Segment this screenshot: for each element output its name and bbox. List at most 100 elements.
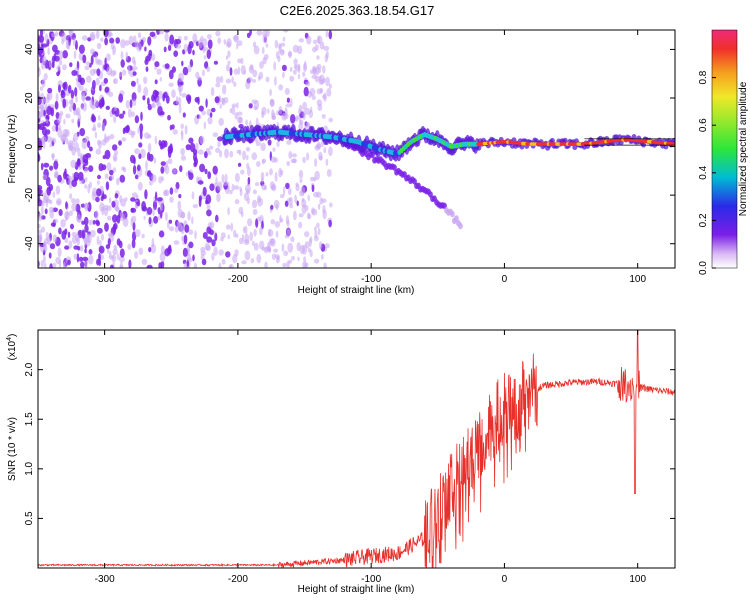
spectrogram-noise-blob (38, 35, 45, 43)
spectrogram-noise-blob (160, 200, 163, 211)
spectrogram-noise-blob (77, 77, 83, 83)
spectrogram-noise-blob (143, 76, 148, 84)
spectrogram-noise-blob (259, 227, 263, 236)
spectrogram-noise-blob (70, 223, 74, 230)
spectrogram-noise-blob (269, 88, 272, 96)
spectrogram-noise-blob (120, 50, 124, 60)
spectrogram-noise-blob (300, 186, 306, 196)
spectrogram-noise-blob (261, 106, 267, 116)
spectrogram-x-tick-label: -200 (228, 274, 248, 285)
spectrogram-noise-blob (215, 30, 221, 37)
spectrogram-noise-blob (45, 97, 50, 104)
spectrogram-noise-blob (104, 37, 108, 46)
spectrogram-noise-blob (148, 180, 153, 186)
spectrogram-noise-blob (70, 89, 75, 99)
spectrogram-noise-blob (276, 141, 280, 148)
spectrogram-noise-blob (118, 140, 122, 146)
spectrogram-noise-blob (284, 87, 290, 96)
spectrogram-noise-blob (109, 169, 114, 176)
spectrogram-y-tick-label: 20 (24, 92, 35, 104)
spectrogram-noise-blob (209, 221, 215, 229)
spectrogram-noise-blob (180, 155, 187, 161)
spectrogram-noise-blob (43, 241, 46, 251)
spectrogram-noise-blob (284, 200, 289, 207)
spectrogram-trace-halo (641, 141, 646, 148)
spectrogram-noise-blob (124, 40, 130, 46)
spectrogram-noise-blob (88, 249, 93, 255)
spectrogram-noise-blob (75, 203, 81, 213)
spectrogram-noise-blob (255, 218, 259, 228)
spectrogram-noise-blob (84, 264, 88, 268)
spectrogram-noise-blob (104, 57, 107, 67)
spectrogram-noise-blob (95, 196, 100, 203)
spectrogram-noise-blob (233, 68, 239, 75)
spectrogram-noise-blob (184, 224, 190, 233)
spectrogram-noise-blob (150, 243, 157, 254)
spectrogram-noise-blob (251, 79, 257, 83)
spectrogram-noise-blob (143, 215, 146, 220)
spectrogram-noise-blob (201, 69, 205, 77)
spectrogram-noise-blob (273, 61, 277, 71)
spectrogram-noise-blob (65, 113, 71, 119)
spectrogram-noise-blob (279, 194, 285, 199)
spectrogram-noise-blob (119, 174, 126, 183)
spectrogram-noise-blob (177, 200, 182, 210)
spectrogram-noise-blob (287, 187, 292, 196)
spectrogram-noise-blob (134, 40, 139, 49)
spectrogram-noise-blob (206, 204, 211, 210)
spectrogram-noise-blob (120, 39, 126, 49)
spectrogram-noise-blob (42, 255, 46, 263)
spectrogram-y-tick-label: 0 (24, 143, 35, 149)
spectrogram-noise-blob (286, 140, 292, 145)
spectrogram-noise-blob (237, 66, 241, 75)
spectrogram-noise-blob (164, 32, 169, 42)
spectrogram-noise-blob (167, 44, 172, 52)
spectrogram-noise-blob (58, 50, 64, 60)
spectrogram-noise-blob (260, 142, 266, 152)
snr-x-tick-label: 100 (629, 574, 646, 585)
spectrogram-noise-blob (262, 158, 267, 163)
spectrogram-noise-blob (207, 150, 212, 156)
spectrogram-noise-blob (278, 84, 284, 91)
spectrogram-noise-blob (50, 222, 56, 227)
spectrogram-x-tick-label: -300 (95, 274, 115, 285)
spectrogram-noise-blob (88, 165, 94, 173)
spectrogram-noise-blob (270, 204, 274, 210)
spectrogram-noise-blob (311, 207, 315, 215)
spectrogram-noise-blob (290, 114, 296, 124)
spectrogram-noise-blob (195, 142, 199, 151)
spectrogram-noise-blob (181, 211, 186, 219)
spectrogram-noise-blob (51, 153, 55, 161)
spectrogram-trace-halo (562, 137, 568, 144)
spectrogram-noise-blob (99, 239, 102, 246)
spectrogram-noise-blob (246, 197, 250, 205)
spectrogram-noise-blob (92, 187, 98, 197)
spectrogram-noise-blob (153, 157, 157, 164)
spectrogram-noise-blob (64, 211, 70, 220)
spectrogram-noise-blob (64, 168, 67, 176)
spectrogram-noise-blob (197, 96, 200, 105)
spectrogram-noise-blob (225, 64, 231, 72)
spectrogram-noise-blob (179, 86, 182, 97)
spectrogram-noise-blob (98, 245, 105, 254)
spectrogram-noise-blob (302, 156, 306, 164)
spectrogram-noise-blob (252, 189, 257, 195)
spectrogram-noise-blob (260, 171, 265, 181)
spectrogram-noise-blob (38, 66, 41, 72)
spectrogram-noise-blob (244, 184, 251, 193)
spectrogram-noise-blob (225, 55, 229, 60)
spectrogram-noise-blob (180, 131, 184, 141)
spectrogram-noise-blob (156, 197, 163, 202)
spectrogram-noise-blob (130, 131, 135, 139)
spectrogram-noise-blob (84, 136, 90, 142)
spectrogram-noise-blob (147, 97, 150, 106)
spectrogram-noise-blob (55, 256, 61, 265)
spectrogram-noise-blob (191, 216, 194, 225)
spectrogram-noise-blob (62, 261, 66, 268)
spectrogram-noise-blob (51, 125, 57, 132)
spectrogram-noise-blob (163, 164, 167, 172)
spectrogram-noise-blob (123, 126, 130, 134)
spectrogram-noise-blob (160, 166, 165, 174)
spectrogram-noise-blob (307, 194, 310, 202)
spectrogram-noise-blob (311, 74, 318, 79)
